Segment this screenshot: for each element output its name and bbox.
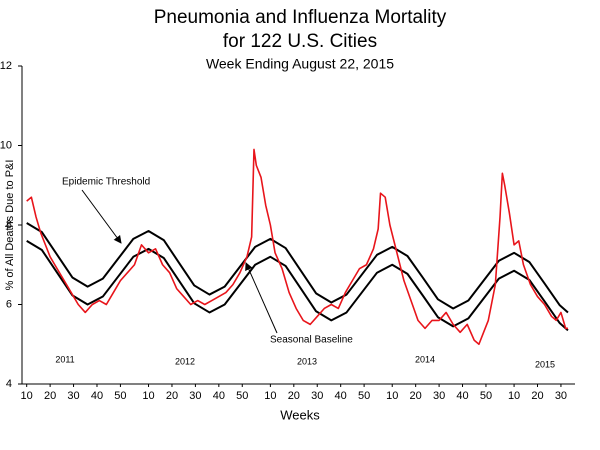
x-tick-label: 10 <box>21 390 33 402</box>
y-tick-label: 12 <box>0 60 12 72</box>
annotation-arrow <box>81 189 122 244</box>
x-tick-label: 40 <box>91 390 103 402</box>
x-tick-label: 30 <box>189 390 201 402</box>
x-tick-label: 20 <box>531 390 543 402</box>
year-label: 2013 <box>297 356 317 366</box>
x-tick-label: 30 <box>555 390 567 402</box>
line-series <box>26 240 569 332</box>
x-tick-label: 20 <box>410 390 422 402</box>
x-tick-label: 50 <box>358 390 370 402</box>
annotation: Seasonal Baseline <box>270 335 353 346</box>
year-label: 2014 <box>415 354 435 364</box>
x-tick-label: 20 <box>166 390 178 402</box>
x-tick-label: 50 <box>480 390 492 402</box>
y-tick-label: 10 <box>0 139 12 151</box>
y-axis-label: % of All Deaths Due to P&I <box>4 160 16 291</box>
x-tick-label: 50 <box>114 390 126 402</box>
annotation: Epidemic Threshold <box>62 177 150 188</box>
chart-subtitle: Week Ending August 22, 2015 <box>206 56 394 72</box>
y-tick-label: 6 <box>6 298 12 310</box>
x-tick-label: 10 <box>508 390 520 402</box>
x-tick-label: 40 <box>335 390 347 402</box>
x-tick-label: 30 <box>311 390 323 402</box>
x-tick-label: 10 <box>142 390 154 402</box>
year-label: 2011 <box>55 354 74 364</box>
chart-title: Pneumonia and Influenza Mortality <box>154 7 447 28</box>
line-series <box>26 222 569 314</box>
x-tick-label: 20 <box>288 390 300 402</box>
y-tick-label: 4 <box>6 378 12 390</box>
year-label: 2012 <box>175 356 195 366</box>
x-tick-label: 20 <box>44 390 56 402</box>
x-axis-label: Weeks <box>280 407 320 422</box>
year-label: 2015 <box>535 359 555 369</box>
line-series <box>26 148 568 346</box>
x-tick-label: 40 <box>213 390 225 402</box>
x-tick-label: 40 <box>456 390 468 402</box>
x-tick-label: 50 <box>236 390 248 402</box>
annotation-arrow <box>245 262 278 334</box>
chart-title: for 122 U.S. Cities <box>223 31 377 52</box>
x-tick-label: 30 <box>67 390 79 402</box>
x-tick-label: 30 <box>433 390 445 402</box>
x-tick-label: 10 <box>386 390 398 402</box>
x-tick-label: 10 <box>264 390 276 402</box>
y-tick-label: 8 <box>6 219 12 231</box>
